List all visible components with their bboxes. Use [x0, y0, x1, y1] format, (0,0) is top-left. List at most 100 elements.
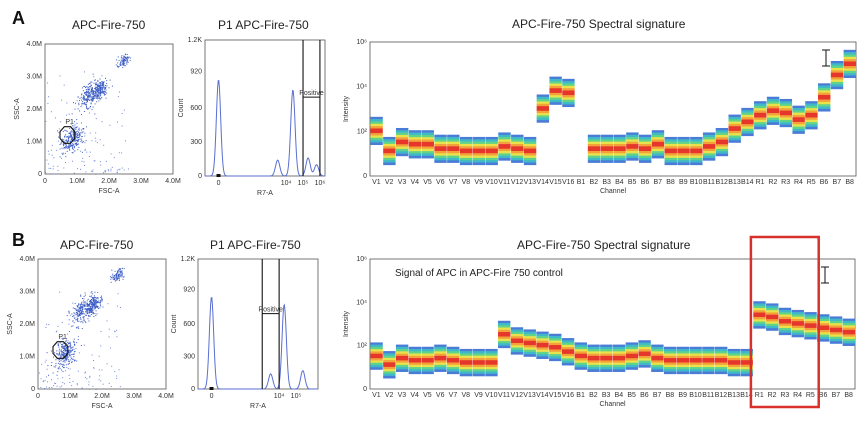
- scatter-point: [73, 131, 75, 133]
- spectral-band: [689, 362, 702, 366]
- spectral-band: [664, 141, 677, 145]
- scatter-point: [123, 61, 125, 63]
- scatter-point: [89, 92, 91, 94]
- scatter-point: [65, 349, 67, 351]
- spectral-band: [485, 362, 498, 366]
- scatter-point: [120, 62, 122, 64]
- spectral-band: [728, 126, 741, 129]
- spectral-band: [447, 143, 460, 147]
- spectral-band: [690, 155, 703, 159]
- spectral-band: [408, 134, 422, 138]
- spectral-column: [395, 344, 409, 372]
- scatter-point: [66, 355, 68, 357]
- scatter-point: [86, 312, 88, 314]
- spectral-band: [830, 81, 844, 85]
- scatter-point: [89, 302, 91, 304]
- scatter-point: [105, 88, 107, 90]
- channel-label: V7: [449, 392, 458, 399]
- spectral-column: [689, 346, 702, 375]
- spectral-column: [600, 344, 613, 372]
- scatter-point: [91, 94, 93, 96]
- spectral-band: [805, 124, 818, 128]
- spectral-column: [498, 132, 511, 161]
- scatter-point: [79, 133, 81, 135]
- spectral-band: [766, 110, 780, 114]
- spectral-band: [778, 332, 792, 336]
- scatter-point: [88, 307, 90, 309]
- spectral-column: [715, 127, 729, 157]
- scatter-point: [97, 90, 99, 92]
- spectral-column: [843, 49, 856, 79]
- scatter-point: [43, 387, 45, 389]
- histogram-y-tick: 0: [198, 173, 202, 180]
- spectral-band: [613, 134, 626, 138]
- spectral-band: [741, 119, 754, 123]
- spectral-band: [843, 54, 856, 58]
- scatter-point: [94, 103, 96, 105]
- scatter-point: [67, 367, 69, 369]
- spectral-band: [702, 137, 716, 140]
- spectral-column: [792, 105, 805, 134]
- channel-label: B10: [689, 392, 702, 399]
- spectral-band: [383, 371, 396, 374]
- scatter-point: [98, 85, 100, 87]
- spectral-band: [690, 150, 703, 154]
- spectral-column: [370, 116, 383, 146]
- scatter-point: [100, 82, 102, 84]
- scatter-point: [83, 300, 85, 302]
- scatter-point: [69, 342, 71, 344]
- spectral-band: [600, 155, 613, 159]
- scatter-point: [55, 117, 57, 119]
- scatter-point: [68, 359, 70, 361]
- spectral-column: [485, 136, 498, 166]
- spectral-band: [523, 160, 537, 163]
- spectral-title-b: APC-Fire-750 Spectral signature: [517, 238, 691, 252]
- scatter-point: [67, 140, 69, 142]
- scatter-point: [66, 349, 68, 351]
- histogram-y-label: Count: [178, 99, 185, 118]
- spectral-column: [511, 134, 524, 163]
- spectral-band: [600, 153, 613, 156]
- scatter-point: [97, 297, 99, 299]
- scatter-point: [54, 382, 56, 384]
- scatter-point: [119, 306, 121, 308]
- row-a: 0 1.0M 2.0M 3.0M 4.0M 0 1.0M 2.0M 3.0M 4.0M FSC-A S…: [14, 37, 857, 197]
- spectral-band: [523, 139, 537, 142]
- spectral-band: [523, 143, 537, 147]
- scatter-point: [118, 280, 120, 282]
- scatter-point: [86, 86, 88, 88]
- scatter-point: [77, 305, 79, 307]
- spectral-band: [562, 78, 575, 82]
- spectral-band: [523, 333, 536, 337]
- spectral-band: [830, 67, 844, 71]
- spectral-band: [702, 155, 716, 159]
- spectral-band: [778, 323, 792, 327]
- spectral-band: [561, 342, 575, 346]
- scatter-point: [68, 145, 70, 147]
- spectral-band: [472, 355, 485, 359]
- spectral-column: [523, 136, 537, 166]
- scatter-point: [82, 101, 84, 103]
- spectral-band: [498, 132, 511, 136]
- scatter-point: [83, 102, 85, 104]
- spectral-band: [663, 349, 677, 352]
- scatter-point: [72, 142, 74, 144]
- spectral-band: [638, 160, 652, 163]
- spectral-band: [562, 85, 575, 89]
- scatter-point: [95, 88, 97, 90]
- scatter-point: [64, 135, 66, 137]
- channel-label: B4: [615, 392, 624, 399]
- scatter-point: [75, 126, 77, 128]
- scatter-point: [87, 97, 89, 99]
- scatter-point: [62, 382, 64, 384]
- scatter-point: [76, 126, 78, 128]
- spectral-column: [664, 136, 677, 166]
- spectral-band: [740, 348, 753, 352]
- scatter-point: [62, 350, 64, 352]
- scatter-point: [93, 93, 95, 95]
- scatter-point: [93, 308, 95, 310]
- scatter-point: [74, 136, 76, 138]
- scatter-point: [73, 356, 75, 358]
- spectral-band: [663, 355, 677, 359]
